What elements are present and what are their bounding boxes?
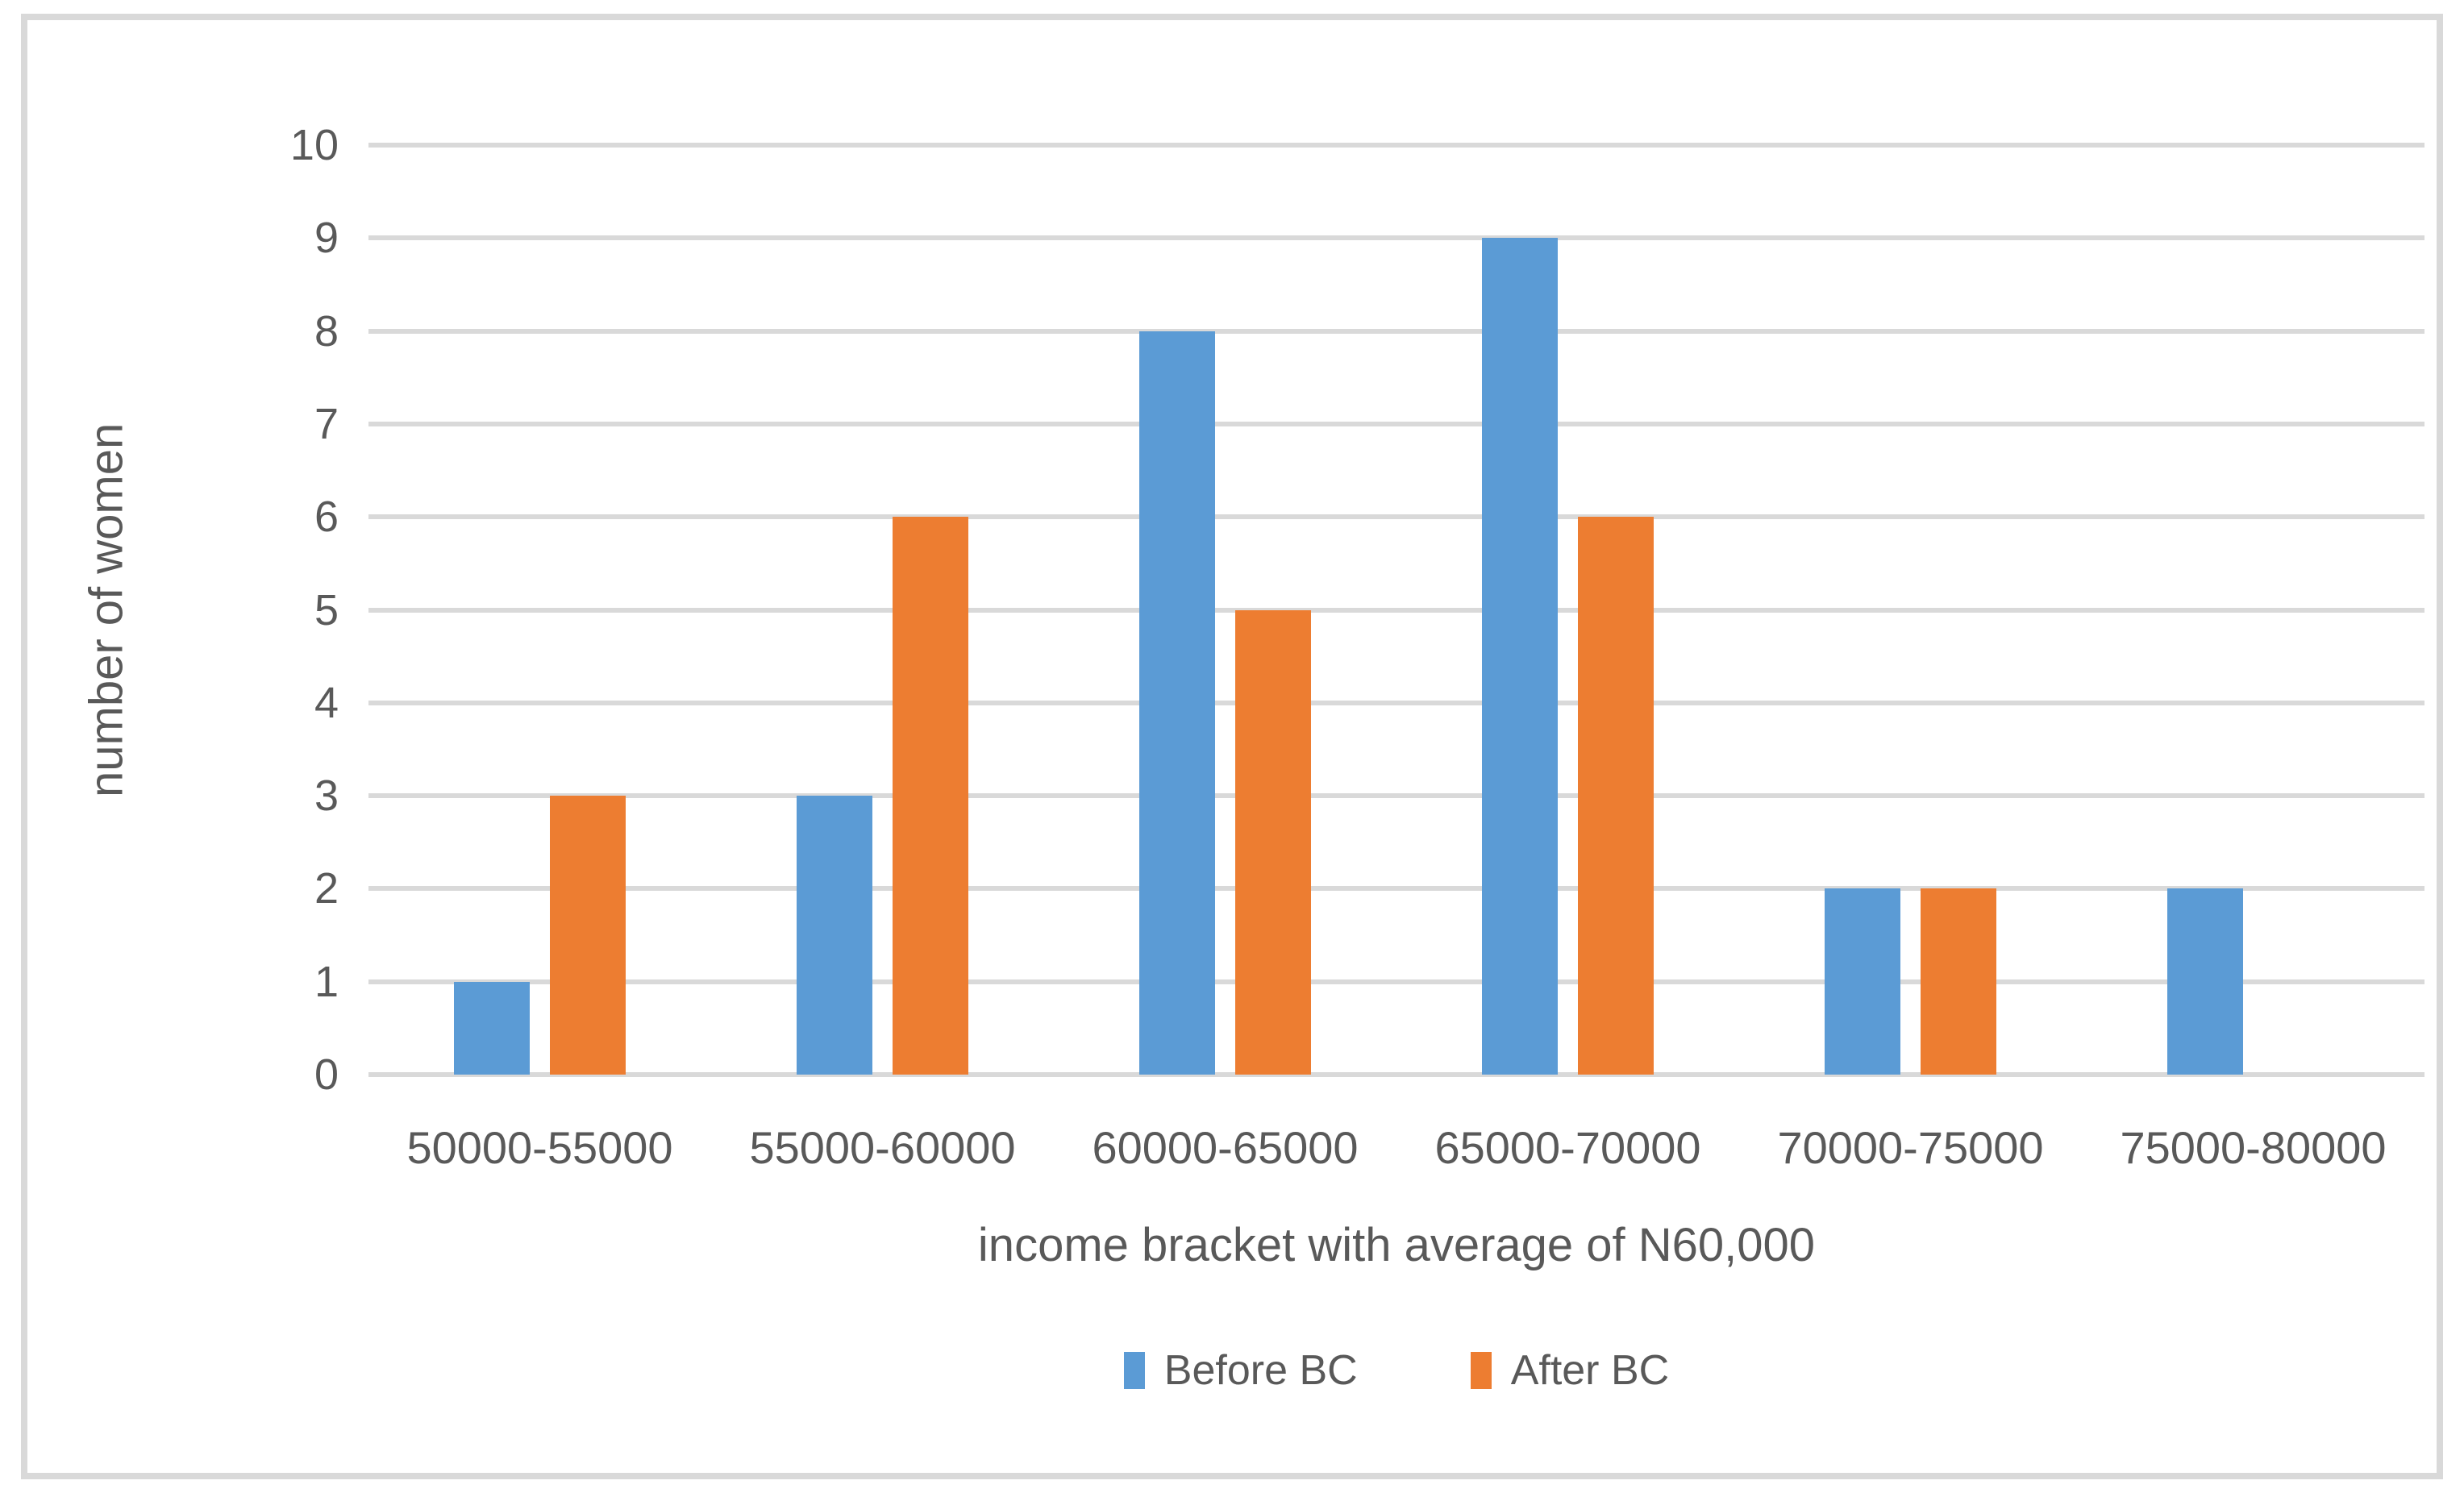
gridline-y6 bbox=[368, 514, 2424, 520]
legend: Before BC After BC bbox=[368, 1342, 2424, 1399]
x-axis-title: income bracket with average of N60,000 bbox=[977, 1219, 1816, 1271]
y-axis-tick-label: 3 bbox=[314, 771, 339, 821]
bar-group bbox=[1396, 145, 1739, 1075]
bar-before-bc bbox=[1825, 888, 1900, 1075]
legend-item-after-bc: After BC bbox=[1470, 1347, 1670, 1394]
y-axis-tick-label: 8 bbox=[314, 306, 339, 356]
bar-before-bc bbox=[2167, 888, 2243, 1075]
bar-before-bc bbox=[1139, 331, 1215, 1075]
gridline-y7 bbox=[368, 421, 2424, 426]
bar-after-bc bbox=[1235, 609, 1311, 1075]
gridline-y8 bbox=[368, 328, 2424, 334]
legend-swatch-after-bc bbox=[1470, 1352, 1492, 1389]
gridline-y3 bbox=[368, 793, 2424, 799]
y-axis-tick-label: 2 bbox=[314, 864, 339, 913]
bar-after-bc bbox=[1921, 888, 1996, 1075]
y-axis-tick-label: 7 bbox=[314, 399, 339, 448]
x-axis-tick-label: 55000-60000 bbox=[749, 1122, 1016, 1173]
gridline-y1 bbox=[368, 979, 2424, 984]
y-axis-tick-label: 10 bbox=[289, 121, 339, 169]
x-axis-tick-label: 65000-70000 bbox=[1434, 1122, 1701, 1173]
bar-after-bc bbox=[550, 796, 626, 1075]
bar-after-bc bbox=[1578, 517, 1654, 1075]
bar-before-bc bbox=[454, 981, 530, 1075]
legend-label: Before BC bbox=[1163, 1347, 1358, 1394]
bar-after-bc bbox=[893, 517, 968, 1075]
gridline-y0 bbox=[368, 1072, 2424, 1077]
x-axis-tick-labels: 50000-55000 55000-60000 60000-65000 65000-7… bbox=[368, 1122, 2424, 1174]
bar-before-bc bbox=[1482, 238, 1558, 1075]
legend-item-before-bc: Before BC bbox=[1123, 1347, 1358, 1394]
y-axis-tick-label: 4 bbox=[314, 678, 339, 727]
y-axis-tick-labels: 0 1 2 3 4 5 6 7 8 9 10 bbox=[121, 121, 339, 1099]
y-axis-tick-label: 6 bbox=[314, 493, 339, 542]
legend-swatch-before-bc bbox=[1123, 1352, 1145, 1389]
x-axis-tick-label: 70000-75000 bbox=[1777, 1122, 2044, 1173]
bar-group bbox=[368, 145, 711, 1075]
gridline-y10 bbox=[368, 143, 2424, 148]
bar-group bbox=[1739, 145, 2082, 1075]
bar-before-bc bbox=[797, 796, 872, 1075]
bars-container bbox=[368, 145, 2424, 1075]
bar-group bbox=[2082, 145, 2424, 1075]
gridline-y9 bbox=[368, 235, 2424, 241]
x-axis-tick-label: 50000-55000 bbox=[406, 1122, 673, 1173]
y-axis-tick-label: 0 bbox=[314, 1050, 339, 1099]
x-axis-tick-label: 75000-80000 bbox=[2120, 1122, 2387, 1173]
plot-area bbox=[368, 143, 2424, 1077]
bar-group bbox=[711, 145, 1054, 1075]
gridline-y5 bbox=[368, 607, 2424, 613]
y-axis-tick-label: 1 bbox=[314, 957, 339, 1006]
gridlines bbox=[368, 143, 2424, 1077]
chart-border-frame bbox=[21, 14, 2443, 1479]
bar-group bbox=[1054, 145, 1396, 1075]
gridline-y4 bbox=[368, 700, 2424, 705]
legend-label: After BC bbox=[1510, 1347, 1670, 1394]
x-axis-tick-label: 60000-65000 bbox=[1092, 1122, 1359, 1173]
y-axis-tick-label: 9 bbox=[314, 214, 339, 263]
gridline-y2 bbox=[368, 886, 2424, 892]
y-axis-tick-label: 5 bbox=[314, 585, 339, 634]
